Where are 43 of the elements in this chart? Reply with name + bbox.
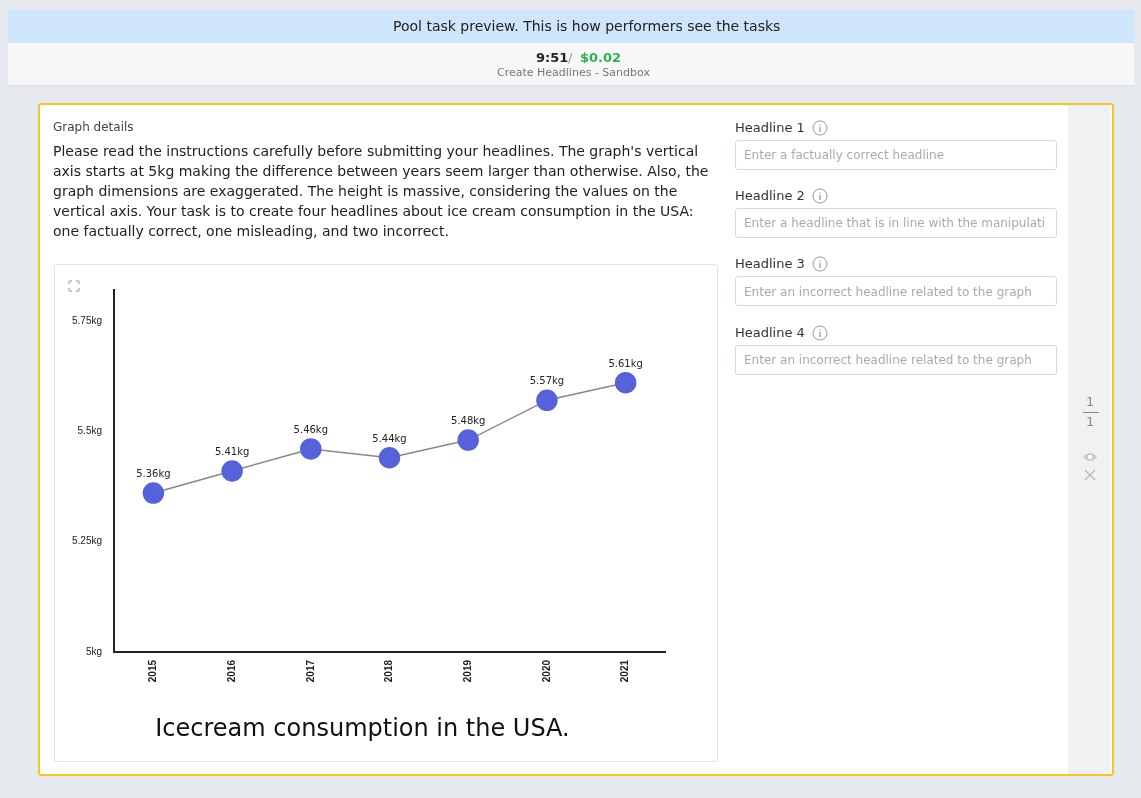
x-tick-label: 2018 [383,659,395,683]
text: Headline 1 [735,120,805,135]
text: 9:51 [536,50,569,65]
x-tick-label: 2017 [304,659,316,683]
point [536,389,558,412]
text: / [568,50,573,65]
text: Create Headlines - Sandbox [497,66,650,79]
data-label: 5.61kg [608,357,643,369]
text: Enter an incorrect headline related to the graph [744,353,1032,367]
x-tick-label: 2020 [540,659,552,683]
y-tick-label: 5kg [85,645,103,657]
text: Enter an incorrect headline related to the graph [744,285,1032,299]
text: Enter a factually correct headline [744,148,945,162]
data-label: 5.48kg [451,415,486,427]
data-label: 5.44kg [372,432,407,444]
data-label: 5.36kg [136,468,171,480]
y-tick-label: 5.5kg [77,425,103,436]
x-tick-label: 2019 [461,659,473,683]
point [378,446,401,469]
x-tick-label: 2021 [619,659,631,683]
text: Pool task preview. This is how performers see the tasks [393,18,781,34]
text: Icecream consumption in the USA. [155,713,570,742]
text: Headline 4 [735,325,805,340]
point [614,371,637,394]
x-tick-label: 2015 [147,659,159,683]
point [221,460,243,482]
point [457,429,479,451]
text: 1 [1086,414,1095,429]
text: Please read the instructions carefully before submitting your headlines. The graph's vertical axis starts at 5kg making the difference between years seem larger than otherwise. Also, the graph dimensions are exaggerated. The height is massive, considering the values on the vertical axis. Your task is to create four headlines about ice cream consumption in the USA: one factually correct, one misleading, and two incorrect. [53,142,710,241]
y-tick-label: 5.75kg [71,314,103,326]
point [300,438,322,460]
text: Headline 3 [735,256,805,271]
text: Enter a headline that is in line with the manipulati [744,216,1046,230]
text: 1 [1086,394,1095,409]
data-label: 5.57kg [529,375,565,387]
data-label: 5.46kg [293,423,328,435]
point [142,482,165,504]
text: Headline 2 [735,188,805,203]
data-label: 5.41kg [214,445,250,457]
y-tick-label: 5.25kg [71,535,103,547]
text: Graph details [53,120,134,134]
x-tick-label: 2016 [225,659,237,683]
text: $0.02 [580,50,622,65]
